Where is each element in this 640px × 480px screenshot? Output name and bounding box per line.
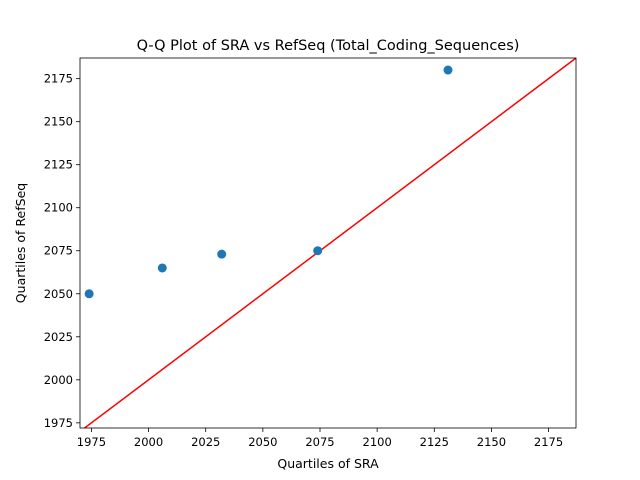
y-tick-label: 1975	[44, 416, 73, 430]
x-tick-label: 2050	[248, 435, 277, 449]
data-point	[84, 289, 94, 299]
x-axis: 1975 2000 2025 2050 2075 2100 2125 2150 2175	[77, 428, 563, 449]
y-tick-label: 2175	[44, 72, 73, 86]
data-point	[443, 65, 453, 75]
plot-marks	[83, 58, 576, 428]
x-tick-label: 2100	[363, 435, 392, 449]
x-tick-label: 1975	[77, 435, 106, 449]
plot-area-frame	[79, 57, 577, 429]
data-point	[313, 246, 323, 256]
y-axis: 1975 2000 2025 2050 2075 2100 2125 2150 2175	[44, 72, 80, 430]
x-tick-label: 2075	[305, 435, 334, 449]
x-tick-label: 2150	[477, 435, 506, 449]
y-tick-label: 2075	[44, 244, 73, 258]
x-tick-label: 2000	[134, 435, 163, 449]
y-tick-label: 2125	[44, 158, 73, 172]
y-tick-label: 2050	[44, 287, 73, 301]
data-point	[157, 263, 167, 273]
y-axis-label: Quartiles of RefSeq	[13, 183, 28, 303]
data-point	[217, 249, 227, 259]
y-tick-label: 2000	[44, 373, 73, 387]
y-tick-label: 2150	[44, 115, 73, 129]
y-tick-label: 2025	[44, 330, 73, 344]
x-axis-label: Quartiles of SRA	[277, 456, 379, 471]
reference-line	[83, 58, 576, 428]
x-tick-label: 2025	[191, 435, 220, 449]
x-tick-label: 2125	[420, 435, 449, 449]
x-tick-label: 2175	[534, 435, 563, 449]
chart-title: Q-Q Plot of SRA vs RefSeq (Total_Coding_…	[137, 38, 520, 54]
y-tick-label: 2100	[44, 201, 73, 215]
